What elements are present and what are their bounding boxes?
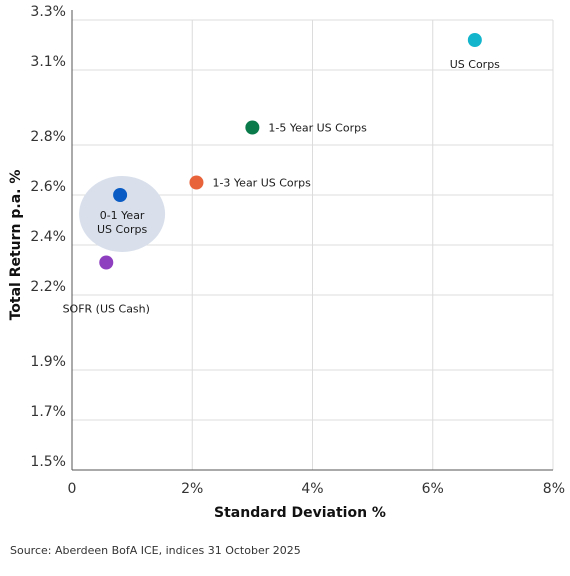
data-point [113,188,128,202]
scatter-chart: 1.5% 1.7% 1.9% 2.2% 2.4% 2.6% 2.8% 3.1% 3.3% 0 2% 4… [8,4,565,521]
point-label: 1-3 Year US Corps [212,177,311,190]
data-point [99,255,114,270]
data-point [467,33,482,47]
point-label: SOFR (US Cash) [63,303,150,316]
data-point [245,120,260,135]
x-axis-title: Standard Deviation % [214,505,386,521]
y-tick-label: 1.9% [30,354,66,370]
data-points [99,33,482,270]
y-tick-label: 2.6% [30,179,66,195]
highlight-ellipse [79,176,166,252]
y-tick-label: 3.3% [30,4,66,20]
y-axis-title: Total Return p.a. % [8,170,24,321]
point-label: US Corps [97,223,147,236]
x-tick-label: 4% [301,481,323,497]
point-labels: US Corps 1-5 Year US Corps 1-3 Year US Cor… [63,58,501,316]
point-label: US Corps [450,58,500,71]
data-point [189,175,204,190]
y-tick-label: 2.4% [30,229,66,245]
y-tick-label: 2.8% [30,129,66,145]
highlight-group [79,176,166,252]
x-tick-label: 2% [181,481,203,497]
x-tick-label: 0 [68,481,77,497]
point-label: 1-5 Year US Corps [268,122,367,135]
axes [71,10,553,471]
tick-labels: 1.5% 1.7% 1.9% 2.2% 2.4% 2.6% 2.8% 3.1% 3.3% 0 2% 4… [30,4,565,497]
source-note: Source: Aberdeen BofA ICE, indices 31 Oc… [10,544,301,557]
point-label: 0-1 Year [100,209,145,222]
x-tick-label: 6% [422,481,444,497]
y-tick-label: 2.2% [30,279,66,295]
y-tick-label: 1.7% [30,404,66,420]
y-tick-label: 3.1% [30,54,66,70]
y-tick-label: 1.5% [30,454,66,470]
x-tick-label: 8% [543,481,565,497]
